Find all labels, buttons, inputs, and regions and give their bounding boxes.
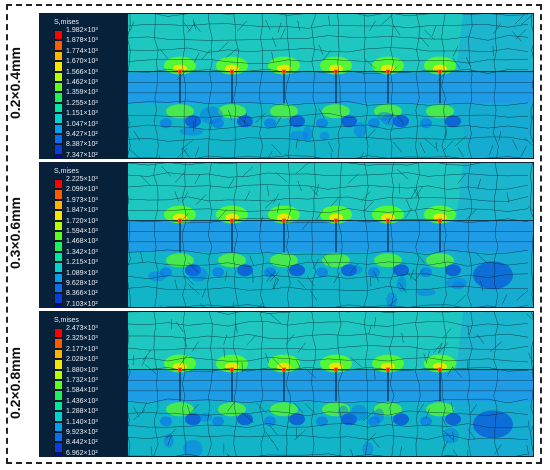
legend-tick: 1.670×10³ xyxy=(66,58,98,66)
legend-tick: 1.982×10³ xyxy=(66,27,98,34)
legend-tick: 8.387×10² xyxy=(66,141,98,149)
legend-tick: 1.436×10³ xyxy=(66,397,98,405)
legend-tick: 2.177×10³ xyxy=(66,345,98,353)
legend-tick: 8.442×10² xyxy=(66,439,98,447)
legend-tick: 1.255×10³ xyxy=(66,99,98,107)
panel-label-1: 0.2×0.4mm xyxy=(7,47,23,119)
legend-tick: 2.225×10³ xyxy=(66,176,98,183)
stress-legend: S,mises 1.982×10³ 1.878×10³ 1.774×10³ 1.… xyxy=(40,14,130,158)
legend-tick: 1.732×10³ xyxy=(66,377,98,384)
legend-tick: 2.325×10³ xyxy=(66,335,98,343)
legend-tick: 2.099×10³ xyxy=(66,186,98,194)
legend-tick: 2.473×10³ xyxy=(66,325,98,332)
legend-tick: 1.566×10³ xyxy=(66,68,98,76)
legend-tick: 1.720×10³ xyxy=(66,217,98,225)
legend-tick: 1.047×10³ xyxy=(66,120,98,128)
legend-tick: 9.427×10² xyxy=(66,131,98,138)
legend-color-bar xyxy=(54,179,63,307)
stress-panel-2: S,mises 2.225×10³ 2.099×10³ 1.973×10³ 1.… xyxy=(39,162,534,308)
legend-tick: 1.878×10³ xyxy=(66,37,98,45)
fem-contour-plot xyxy=(128,163,533,307)
legend-tick: 9.628×10² xyxy=(66,280,98,287)
fem-contour-plot xyxy=(128,14,533,158)
stress-legend: S,mises 2.473×10³ 2.325×10³ 2.177×10³ 2.… xyxy=(40,312,130,456)
legend-tick: 1.151×10³ xyxy=(66,110,98,118)
fem-contour-plot xyxy=(128,312,533,456)
legend-tick: 2.028×10³ xyxy=(66,356,98,364)
legend-tick: 1.089×10³ xyxy=(66,269,98,277)
legend-tick: 1.880×10³ xyxy=(66,366,98,374)
legend-tick: 1.847×10³ xyxy=(66,207,98,215)
stress-legend: S,mises 2.225×10³ 2.099×10³ 1.973×10³ 1.… xyxy=(40,163,130,307)
legend-tick: 1.584×10³ xyxy=(66,387,98,395)
legend-tick: 8.366×10² xyxy=(66,290,98,298)
panel-label-3: 0.2×0.8mm xyxy=(7,347,23,419)
legend-tick: 1.774×10³ xyxy=(66,47,98,55)
legend-tick: 1.342×10³ xyxy=(66,248,98,256)
legend-tick: 1.594×10³ xyxy=(66,228,98,235)
legend-tick: 1.359×10³ xyxy=(66,89,98,97)
figure-frame xyxy=(6,4,542,464)
legend-tick: 7.347×10² xyxy=(66,151,98,159)
legend-tick: 1.468×10³ xyxy=(66,238,98,246)
legend-tick: 1.462×10³ xyxy=(66,79,98,86)
legend-color-bar xyxy=(54,328,63,456)
legend-tick: 7.103×10² xyxy=(66,300,98,308)
legend-title: S,mises xyxy=(54,168,79,175)
legend-color-bar xyxy=(54,30,63,158)
legend-tick: 1.288×10³ xyxy=(66,408,98,416)
legend-tick: 6.962×10² xyxy=(66,449,98,457)
stress-panel-3: S,mises 2.473×10³ 2.325×10³ 2.177×10³ 2.… xyxy=(39,311,534,457)
legend-title: S,mises xyxy=(54,19,79,26)
legend-tick: 1.973×10³ xyxy=(66,196,98,204)
legend-tick: 1.215×10³ xyxy=(66,259,98,267)
legend-tick: 1.140×10³ xyxy=(66,418,98,426)
legend-tick: 9.923×10² xyxy=(66,429,98,436)
panel-label-2: 0.3×0.6mm xyxy=(7,197,23,269)
stress-panel-1: S,mises 1.982×10³ 1.878×10³ 1.774×10³ 1.… xyxy=(39,13,534,159)
legend-title: S,mises xyxy=(54,317,79,324)
